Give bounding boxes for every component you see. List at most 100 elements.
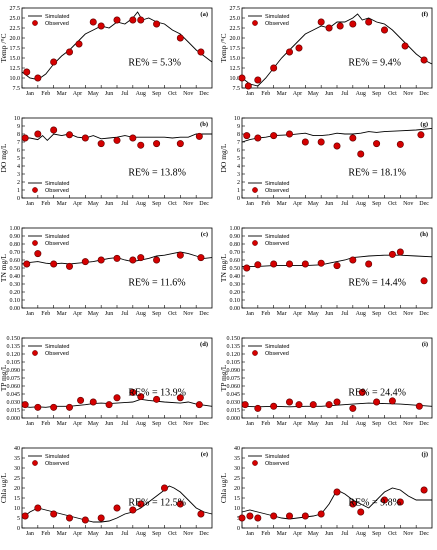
x-tick-label: Jul <box>121 531 128 537</box>
legend-observed-swatch <box>252 460 258 466</box>
re-annotation: RE% = 11.6% <box>128 278 185 289</box>
y-tick-label: 15 <box>234 496 240 502</box>
observed-point <box>129 134 137 142</box>
observed-point <box>357 150 365 158</box>
observed-point <box>195 132 203 140</box>
y-tick-label: 2 <box>237 180 240 186</box>
y-tick-label: 0.120 <box>227 352 241 358</box>
y-tick-label: 0.075 <box>7 376 21 382</box>
observed-point <box>137 393 145 401</box>
y-axis-label: TP mg/L <box>0 364 8 391</box>
x-tick-label: Dec <box>419 201 429 207</box>
plot-frame <box>21 447 213 529</box>
x-tick-label: Nov <box>183 91 193 97</box>
simulated-line <box>22 133 212 142</box>
observed-point <box>153 395 161 403</box>
observed-point <box>176 140 184 148</box>
y-tick-label: 7 <box>17 140 20 146</box>
observed-point <box>358 388 366 396</box>
x-tick-label: Dec <box>199 531 209 537</box>
legend-simulated-label: Simulated <box>45 181 69 187</box>
observed-point <box>301 138 309 146</box>
x-tick-label: Feb <box>261 531 270 537</box>
y-tick-label: 20.0 <box>230 36 241 42</box>
y-tick-label: 0.120 <box>7 352 21 358</box>
y-tick-label: 1.00 <box>230 226 241 232</box>
observed-point <box>197 48 205 56</box>
x-tick-label: Nov <box>183 201 193 207</box>
x-tick-label: Jul <box>121 201 128 207</box>
observed-point <box>137 16 145 24</box>
observed-point <box>349 20 357 28</box>
observed-point <box>380 496 388 504</box>
x-tick-label: Jun <box>105 311 113 317</box>
x-tick-label: Feb <box>41 91 50 97</box>
x-tick-label: Jun <box>325 421 333 427</box>
y-tick-label: 40 <box>14 446 20 452</box>
legend-simulated-label: Simulated <box>265 14 289 20</box>
y-tick-label: 0.40 <box>230 274 241 280</box>
re-annotation: RE% = 18.1% <box>348 168 406 179</box>
panel-label: (j) <box>422 451 429 458</box>
y-tick-label: 10 <box>14 506 20 512</box>
observed-point <box>21 512 29 520</box>
x-tick-label: Nov <box>183 311 193 317</box>
observed-point <box>333 398 341 406</box>
x-tick-label: May <box>88 91 99 97</box>
panel-i: 0.000 0.015 0.030 0.045 0.060 0.075 0.090 0.105… <box>219 336 433 427</box>
y-tick-label: 0 <box>237 526 240 532</box>
x-tick-label: Sep <box>152 421 161 427</box>
observed-point <box>81 134 89 142</box>
x-tick-label: Aug <box>356 421 366 427</box>
observed-point <box>270 260 278 268</box>
x-tick-label: May <box>88 531 99 537</box>
y-tick-label: 0.075 <box>227 376 241 382</box>
observed-point <box>295 401 303 409</box>
y-tick-label: 15 <box>14 496 20 502</box>
observed-point <box>113 136 121 144</box>
x-tick-label: Sep <box>152 311 161 317</box>
y-tick-label: 35 <box>234 456 240 462</box>
y-axis-label: DO mg/L <box>0 143 8 172</box>
y-tick-label: 0.40 <box>10 274 21 280</box>
x-tick-label: Apr <box>293 421 302 427</box>
y-tick-label: 1.00 <box>10 226 21 232</box>
y-tick-label: 0.090 <box>7 368 21 374</box>
observed-point <box>270 402 278 410</box>
y-tick-label: 5 <box>17 156 20 162</box>
x-tick-label: Apr <box>293 201 302 207</box>
x-tick-label: Feb <box>261 311 270 317</box>
x-tick-label: Feb <box>41 311 50 317</box>
observed-point <box>285 512 293 520</box>
x-tick-label: Apr <box>73 91 82 97</box>
y-tick-label: 27.5 <box>230 6 241 12</box>
observed-point <box>50 510 58 518</box>
y-tick-label: 25 <box>234 476 240 482</box>
x-tick-label: Jun <box>325 91 333 97</box>
x-tick-label: Dec <box>419 421 429 427</box>
x-tick-label: Jul <box>341 201 348 207</box>
observed-point <box>137 254 145 262</box>
y-axis-label: TN mg/L <box>219 254 228 283</box>
re-annotation: RE% = 9.4% <box>348 58 401 69</box>
observed-point <box>34 74 42 82</box>
y-tick-label: 0.00 <box>10 306 21 312</box>
observed-point <box>137 500 145 508</box>
panel-label: (b) <box>200 121 208 128</box>
observed-point <box>243 264 251 272</box>
x-tick-label: Aug <box>356 311 366 317</box>
x-tick-label: Mar <box>277 311 287 317</box>
legend-observed-swatch <box>32 350 38 356</box>
observed-point <box>66 131 74 139</box>
x-tick-label: May <box>308 91 319 97</box>
y-tick-label: 4 <box>237 164 240 170</box>
observed-point <box>97 256 105 264</box>
y-tick-label: 30 <box>234 466 240 472</box>
legend-simulated-label: Simulated <box>265 234 289 240</box>
observed-point <box>420 486 428 494</box>
y-tick-label: 20 <box>234 486 240 492</box>
x-tick-label: Apr <box>73 311 82 317</box>
x-tick-label: Oct <box>388 421 397 427</box>
